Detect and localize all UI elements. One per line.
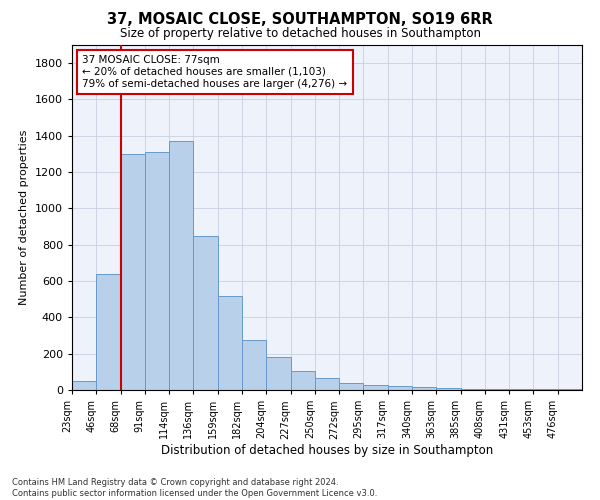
- Bar: [266, 358, 290, 390]
- Bar: [218, 296, 242, 390]
- Text: 37 MOSAIC CLOSE: 77sqm
← 20% of detached houses are smaller (1,103)
79% of semi-: 37 MOSAIC CLOSE: 77sqm ← 20% of detached…: [82, 56, 347, 88]
- Bar: [72, 381, 96, 390]
- Bar: [315, 378, 339, 390]
- Bar: [145, 152, 169, 390]
- Bar: [364, 384, 388, 390]
- Bar: [509, 389, 533, 390]
- Y-axis label: Number of detached properties: Number of detached properties: [19, 130, 29, 305]
- Bar: [388, 386, 412, 390]
- Bar: [169, 141, 193, 390]
- Bar: [412, 388, 436, 390]
- Bar: [290, 371, 315, 390]
- Text: Size of property relative to detached houses in Southampton: Size of property relative to detached ho…: [119, 28, 481, 40]
- Text: Contains HM Land Registry data © Crown copyright and database right 2024.
Contai: Contains HM Land Registry data © Crown c…: [12, 478, 377, 498]
- Bar: [96, 274, 121, 390]
- Bar: [242, 340, 266, 390]
- X-axis label: Distribution of detached houses by size in Southampton: Distribution of detached houses by size …: [161, 444, 493, 457]
- Bar: [193, 236, 218, 390]
- Text: 37, MOSAIC CLOSE, SOUTHAMPTON, SO19 6RR: 37, MOSAIC CLOSE, SOUTHAMPTON, SO19 6RR: [107, 12, 493, 28]
- Bar: [485, 389, 509, 390]
- Bar: [461, 388, 485, 390]
- Bar: [436, 388, 461, 390]
- Bar: [121, 154, 145, 390]
- Bar: [339, 382, 364, 390]
